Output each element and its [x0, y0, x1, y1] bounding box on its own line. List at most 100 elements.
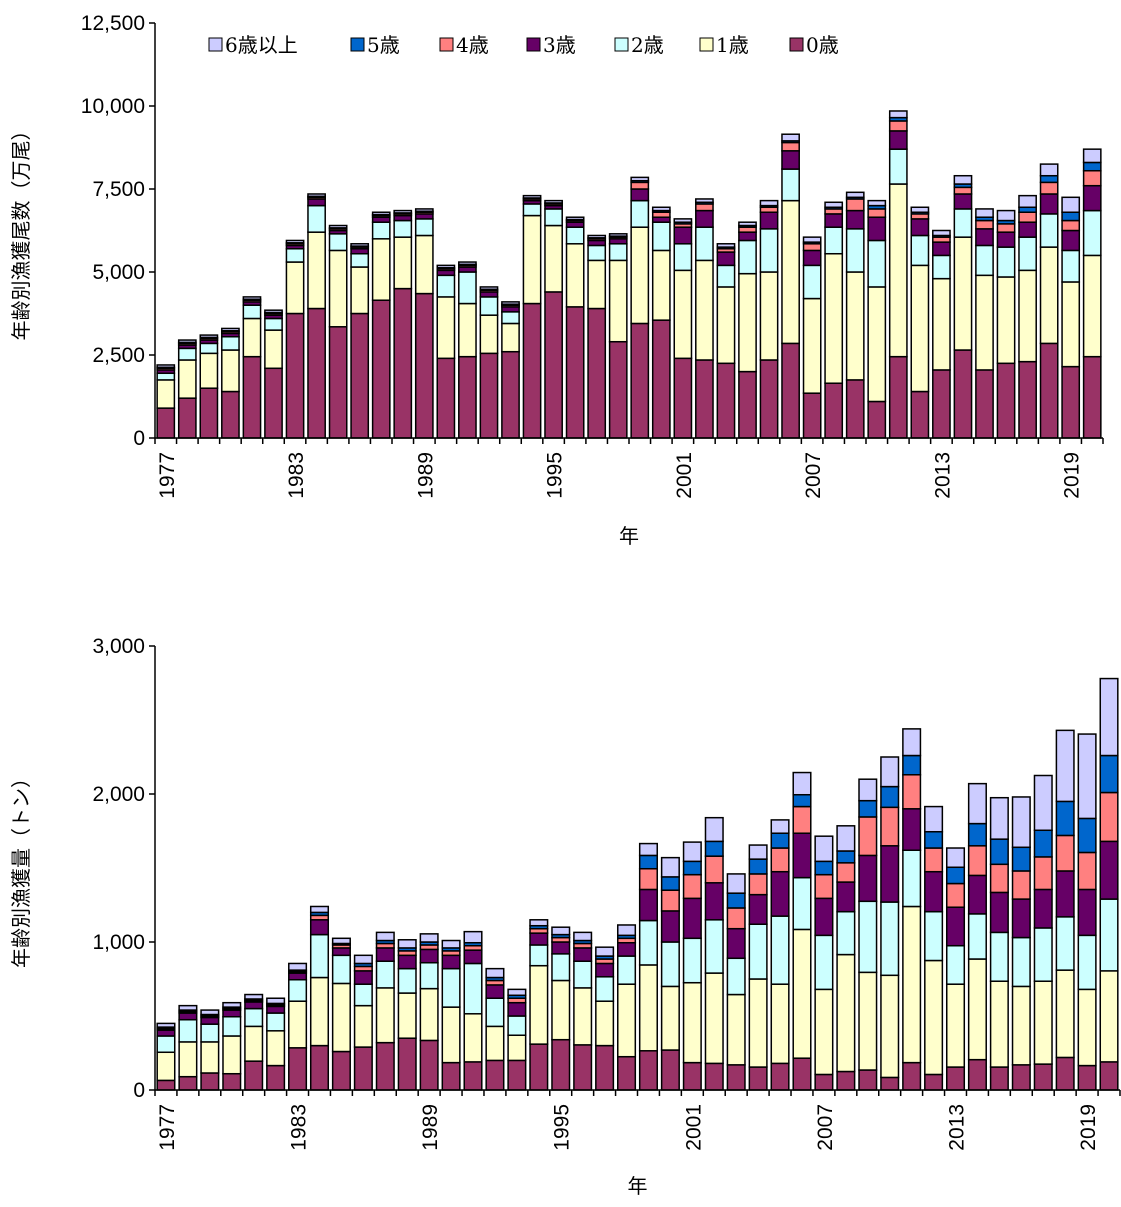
bar-1996-series-2: [565, 226, 585, 245]
bar-1977-series-1: [156, 379, 176, 409]
bar-1995-series-1: [544, 224, 563, 293]
bar-2005-series-0: [770, 1062, 790, 1091]
bar-1988-series-0: [397, 1037, 417, 1091]
bar-2011-series-1: [902, 905, 922, 1064]
bar-1980-series-6: [222, 1001, 242, 1008]
bar-1990-series-2: [436, 274, 456, 298]
bar-2007-series-1: [814, 988, 834, 1076]
x-axis-title: 年: [628, 1174, 648, 1198]
bar-2015-series-5: [989, 838, 1009, 866]
bar-1977-series-6: [156, 1022, 176, 1028]
bar-2004-series-5: [748, 858, 768, 875]
bar-2013-series-2: [945, 944, 966, 985]
bar-2016-series-1: [996, 276, 1016, 365]
bar-2009-series-3: [845, 209, 865, 230]
bar-2006-series-3: [792, 832, 812, 879]
bar-2011-series-1: [888, 183, 908, 358]
bar-1981-series-0: [242, 355, 262, 439]
bars: [156, 110, 1102, 439]
bar-1990-series-2: [441, 967, 461, 1008]
bar-2018-series-1: [1055, 969, 1075, 1059]
bar-2018-series-2: [1039, 213, 1059, 248]
bar-1993-series-2: [507, 1015, 527, 1036]
bar-1985-series-6: [328, 224, 348, 229]
bar-2000-series-4: [660, 889, 680, 912]
legend-label: 4歳: [456, 33, 489, 57]
bar-2003-series-1: [726, 993, 746, 1066]
bar-1995-series-6: [551, 926, 571, 936]
bar-1977-series-3: [156, 1029, 176, 1037]
bar-2007-series-0: [814, 1073, 834, 1091]
bar-2015-series-4: [989, 863, 1009, 894]
bar-1983-series-0: [285, 312, 305, 439]
bar-1996-series-1: [565, 243, 585, 308]
bar-1978-series-2: [177, 347, 197, 361]
bar-1982-series-6: [264, 309, 283, 314]
bar-1986-series-2: [353, 983, 373, 1007]
bar-1987-series-0: [375, 1041, 395, 1091]
bar-2017-series-6: [1033, 774, 1053, 832]
bar-1988-series-6: [397, 939, 417, 949]
bar-1985-series-2: [328, 233, 348, 252]
bars: [156, 677, 1119, 1091]
bar-2019-series-0: [1061, 365, 1081, 439]
bar-2012-series-0: [910, 390, 930, 439]
bar-2020-series-1: [1082, 254, 1102, 358]
bar-2014-series-4: [953, 186, 973, 195]
bar-2004-series-6: [738, 221, 757, 227]
bar-2002-series-6: [704, 816, 724, 843]
bar-2007-series-6: [802, 236, 822, 243]
bar-2000-series-1: [660, 985, 680, 1051]
bar-2012-series-2: [924, 910, 944, 962]
bar-2013-series-1: [945, 983, 966, 1068]
bar-2017-series-0: [1018, 360, 1037, 439]
bar-2010-series-0: [880, 1076, 900, 1091]
bar-2001-series-3: [682, 897, 702, 940]
bar-2005-series-3: [770, 870, 790, 917]
x-tick-label: 1977: [156, 1104, 179, 1151]
bar-2009-series-4: [845, 198, 865, 212]
legend-swatch: [614, 37, 629, 52]
bar-2020-series-2: [1099, 898, 1119, 972]
bar-2020-series-3: [1082, 184, 1102, 212]
bar-1997-series-0: [595, 1044, 615, 1091]
bar-1980-series-6: [221, 327, 240, 332]
x-tick-label: 2007: [814, 1104, 837, 1151]
bar-1994-series-6: [529, 919, 549, 927]
bar-2016-series-6: [996, 209, 1016, 222]
bar-2002-series-0: [704, 1062, 724, 1091]
bar-1987-series-2: [375, 960, 395, 989]
bar-2015-series-6: [975, 208, 994, 218]
bar-1982-series-0: [264, 367, 283, 439]
y-tick-label: 1,000: [92, 931, 145, 954]
bar-2018-series-2: [1055, 916, 1075, 971]
bar-2011-series-3: [902, 808, 922, 851]
bar-2019-series-3: [1077, 888, 1097, 937]
bar-1991-series-6: [458, 261, 477, 266]
bar-2006-series-3: [781, 150, 800, 170]
bar-2005-series-2: [759, 228, 779, 273]
y-axis-title: 年齢別漁獲尾数（万尾）: [9, 121, 33, 341]
bar-1983-series-6: [285, 239, 305, 244]
bar-2017-series-0: [1033, 1063, 1053, 1091]
bar-2000-series-5: [660, 876, 680, 891]
bar-2011-series-2: [902, 849, 922, 908]
bar-1989-series-3: [419, 948, 439, 964]
bar-1982-series-1: [264, 329, 283, 370]
bar-1996-series-0: [565, 306, 585, 439]
bar-2009-series-1: [845, 271, 865, 381]
bar-1981-series-6: [242, 296, 262, 300]
bar-2013-series-6: [945, 847, 966, 869]
bar-1997-series-6: [595, 946, 615, 957]
bar-2003-series-5: [726, 892, 746, 909]
bar-1987-series-6: [371, 211, 391, 216]
bar-2013-series-5: [945, 866, 966, 885]
bar-1979-series-0: [200, 1072, 220, 1091]
bar-2016-series-2: [996, 246, 1016, 278]
bar-2002-series-3: [704, 882, 724, 921]
bar-2001-series-0: [673, 357, 693, 439]
bar-2003-series-3: [716, 251, 736, 267]
bar-1994-series-1: [529, 964, 549, 1045]
bar-2000-series-6: [651, 206, 671, 212]
bar-2011-series-3: [888, 130, 908, 150]
